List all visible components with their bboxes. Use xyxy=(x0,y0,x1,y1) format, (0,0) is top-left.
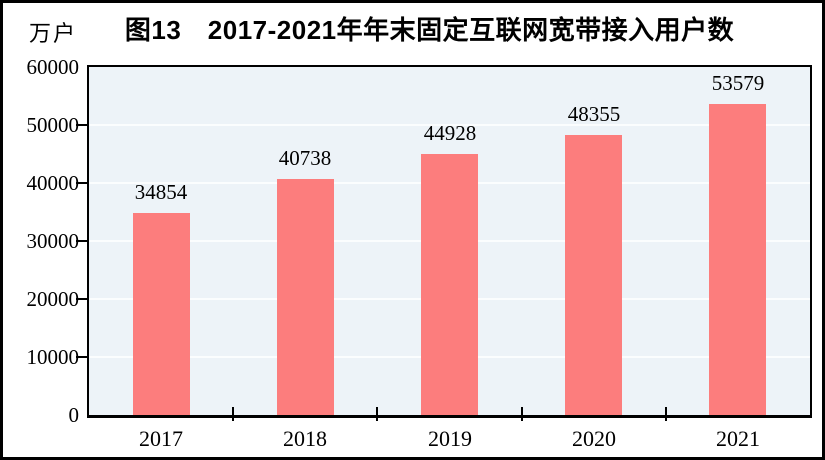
x-axis-label: 2019 xyxy=(428,426,472,451)
bar-value-label: 34854 xyxy=(134,180,188,204)
y-axis-tick xyxy=(76,298,87,300)
x-axis-tick xyxy=(232,407,234,421)
y-axis-tick-label: 30000 xyxy=(26,229,80,253)
x-axis-tick xyxy=(376,407,378,421)
y-axis-tick-label: 0 xyxy=(68,403,80,427)
bar-value-label: 48355 xyxy=(567,102,621,126)
y-axis-unit-label: 万户 xyxy=(29,21,78,46)
bar-2020 xyxy=(565,135,622,415)
bar-2021 xyxy=(709,104,766,415)
bar-2017 xyxy=(133,213,190,415)
x-axis-label: 2018 xyxy=(283,426,327,451)
bar-2019 xyxy=(421,154,478,415)
bar-value-label: 53579 xyxy=(711,71,765,95)
bar-value-label: 40738 xyxy=(278,146,332,170)
plot-area: 34854 40738 44928 48355 53579 xyxy=(87,65,812,418)
gridline xyxy=(89,124,810,126)
y-axis-tick xyxy=(76,124,87,126)
y-axis-tick-label: 50000 xyxy=(26,113,80,137)
y-axis-tick xyxy=(76,182,87,184)
bar-value-label: 44928 xyxy=(423,121,477,145)
x-axis-label: 2021 xyxy=(716,426,760,451)
y-axis-tick-label: 20000 xyxy=(26,287,80,311)
chart-title: 图13 2017-2021年年末固定互联网宽带接入用户数 xyxy=(124,15,735,45)
x-axis-tick xyxy=(521,407,523,421)
x-axis-label: 2020 xyxy=(572,426,616,451)
y-axis-tick xyxy=(76,240,87,242)
bar-2018 xyxy=(277,179,334,415)
y-axis-tick-label: 10000 xyxy=(26,345,80,369)
y-axis-tick xyxy=(76,356,87,358)
y-axis-tick-label: 40000 xyxy=(26,171,80,195)
y-axis-tick-label: 60000 xyxy=(26,55,80,79)
x-axis-label: 2017 xyxy=(139,426,183,451)
x-axis-tick xyxy=(665,407,667,421)
